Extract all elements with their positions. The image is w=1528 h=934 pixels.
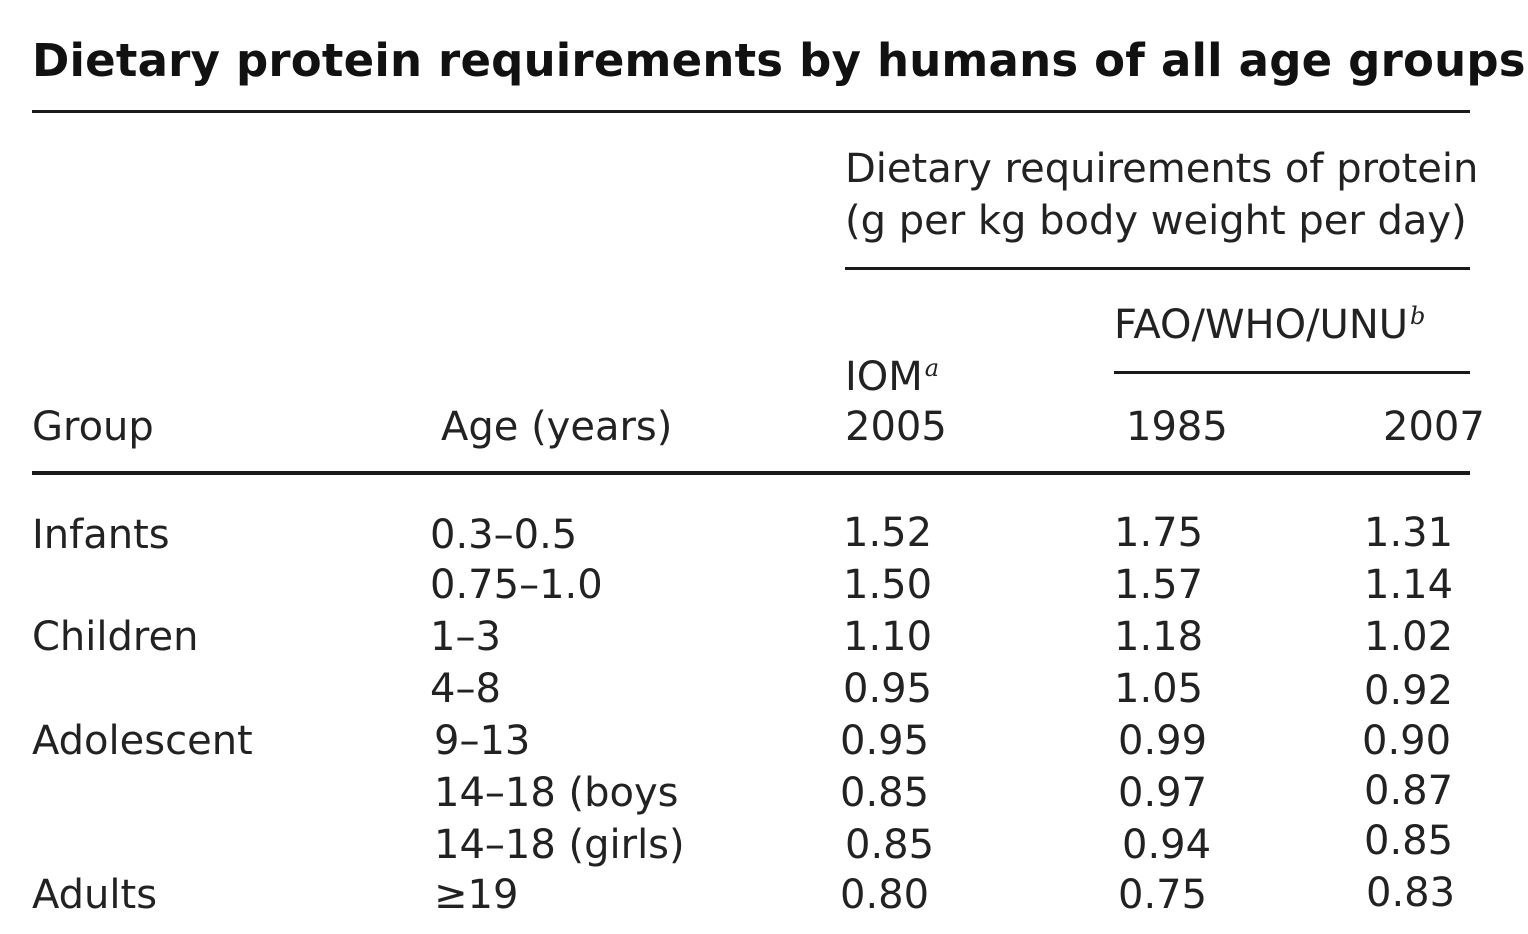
- cell-age: ≥19: [434, 872, 519, 918]
- cell-fao-2007: 0.92: [1364, 668, 1454, 714]
- cell-age: 0.3–0.5: [430, 512, 578, 558]
- cell-fao-1985: 0.75: [1118, 872, 1208, 918]
- cell-group: Adolescent: [32, 718, 253, 764]
- cell-fao-2007: 0.85: [1364, 818, 1454, 864]
- cell-group: Adults: [32, 872, 158, 918]
- iom-year-heading: 2005: [845, 404, 947, 450]
- cell-fao-1985: 0.97: [1118, 770, 1208, 816]
- fao-footnote-marker: b: [1410, 301, 1426, 330]
- cell-fao-2007: 1.02: [1364, 614, 1454, 660]
- requirements-heading-line-1: Dietary requirements of protein: [845, 146, 1479, 192]
- cell-fao-1985: 0.94: [1122, 822, 1212, 868]
- age-column-heading: Age (years): [441, 404, 673, 450]
- cell-age: 9–13: [434, 718, 531, 764]
- cell-iom-2005: 1.10: [843, 614, 933, 660]
- cell-age: 1–3: [430, 614, 501, 660]
- cell-fao-1985: 0.99: [1118, 718, 1208, 764]
- requirements-rule: [845, 267, 1470, 270]
- top-rule: [32, 110, 1470, 113]
- fao-rule: [1114, 371, 1470, 374]
- cell-iom-2005: 0.95: [840, 718, 930, 764]
- fao-1985-heading: 1985: [1126, 404, 1228, 450]
- iom-heading: IOMa: [845, 352, 939, 402]
- header-bottom-rule: [32, 471, 1470, 475]
- fao-who-unu-heading: FAO/WHO/UNUb: [1114, 300, 1425, 350]
- cell-fao-2007: 0.83: [1366, 870, 1456, 916]
- cell-fao-1985: 1.05: [1114, 666, 1204, 712]
- cell-fao-2007: 0.90: [1362, 718, 1452, 764]
- cell-age: 14–18 (boys: [434, 770, 679, 816]
- cell-age: 0.75–1.0: [430, 562, 603, 608]
- group-column-heading: Group: [32, 404, 154, 450]
- cell-iom-2005: 1.52: [843, 510, 933, 556]
- fao-2007-heading: 2007: [1383, 404, 1485, 450]
- table-title: Dietary protein requirements by humans o…: [32, 34, 1526, 87]
- cell-fao-2007: 1.31: [1364, 510, 1454, 556]
- cell-fao-1985: 1.57: [1114, 562, 1204, 608]
- iom-label: IOM: [845, 354, 923, 400]
- cell-iom-2005: 0.80: [840, 872, 930, 918]
- cell-iom-2005: 1.50: [843, 562, 933, 608]
- cell-group: Infants: [32, 512, 170, 558]
- requirements-heading-line-2: (g per kg body weight per day): [845, 198, 1467, 244]
- cell-fao-2007: 0.87: [1364, 768, 1454, 814]
- cell-iom-2005: 0.85: [845, 822, 935, 868]
- cell-iom-2005: 0.95: [843, 666, 933, 712]
- fao-who-unu-label: FAO/WHO/UNU: [1114, 302, 1409, 348]
- cell-group: Children: [32, 614, 199, 660]
- cell-fao-1985: 1.18: [1114, 614, 1204, 660]
- cell-fao-2007: 1.14: [1364, 562, 1454, 608]
- cell-age: 4–8: [430, 666, 501, 712]
- cell-age: 14–18 (girls): [434, 822, 685, 868]
- cell-iom-2005: 0.85: [840, 770, 930, 816]
- cell-fao-1985: 1.75: [1114, 510, 1204, 556]
- iom-footnote-marker: a: [924, 353, 940, 382]
